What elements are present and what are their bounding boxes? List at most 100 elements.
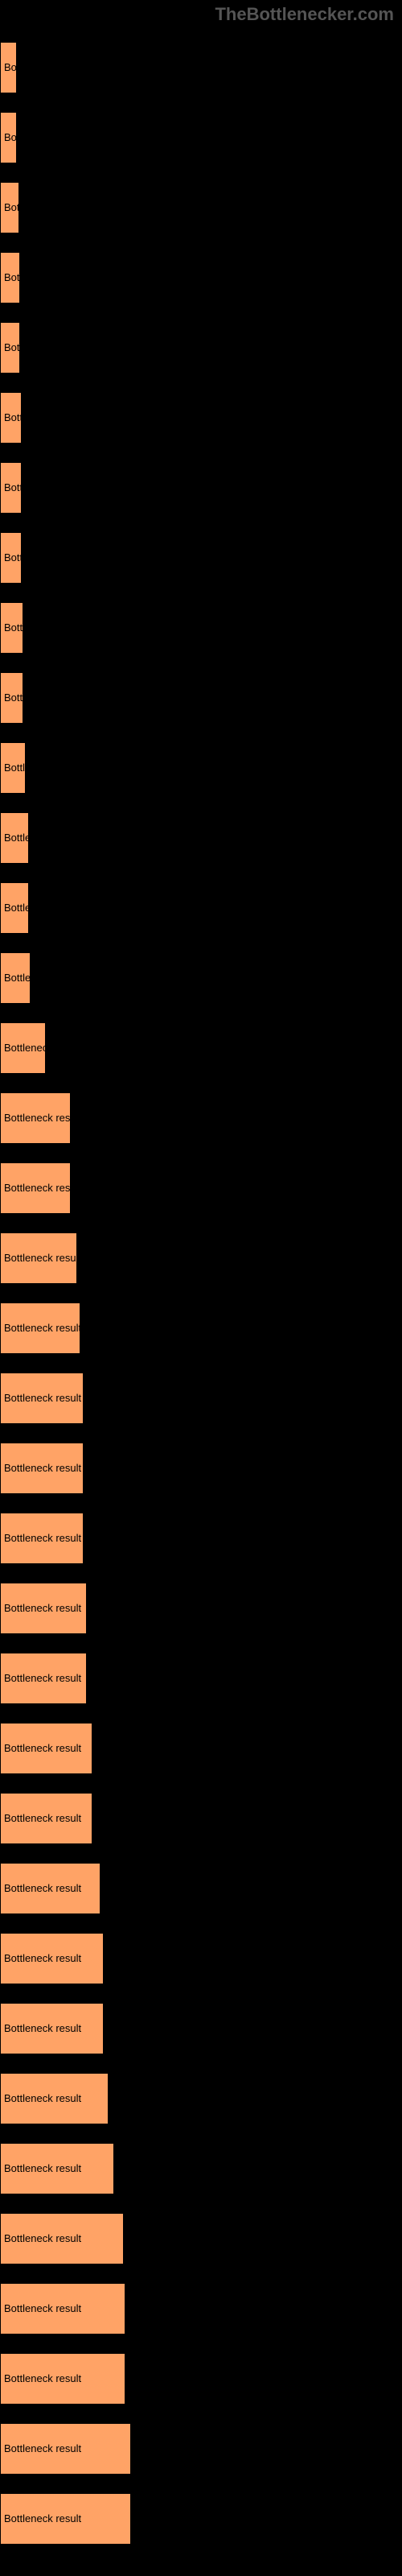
bar: Bottleneck result [0, 112, 17, 163]
bar-label: Bottleneck result [4, 481, 21, 493]
bar-row: Bottleneck result [0, 172, 402, 242]
bar: Bottleneck result [0, 1653, 87, 1704]
bar-row: Bottleneck result [0, 2483, 402, 2553]
bar: Bottleneck result [0, 392, 22, 444]
bar-row: Bottleneck result [0, 1223, 402, 1293]
bar-row: Bottleneck result [0, 1713, 402, 1783]
bar-row: Bottleneck result [0, 2133, 402, 2203]
bar: Bottleneck result [0, 1443, 84, 1494]
bar: Bottleneck result [0, 1513, 84, 1564]
bar-label: Bottleneck result [4, 1392, 81, 1404]
bar-row: Bottleneck result [0, 1783, 402, 1853]
bar-label: Bottleneck result [4, 271, 19, 283]
bar-label: Bottleneck result [4, 2092, 81, 2104]
bar: Bottleneck result [0, 42, 17, 93]
bar-label: Bottleneck result [4, 1252, 76, 1264]
bar-row: Bottleneck result [0, 452, 402, 522]
bar: Bottleneck result [0, 2283, 125, 2334]
bar-row: Bottleneck result [0, 663, 402, 733]
bar-label: Bottleneck result [4, 2512, 81, 2524]
bar: Bottleneck result [0, 1022, 46, 1074]
bar: Bottleneck result [0, 1863, 100, 1914]
bar-label: Bottleneck result [4, 762, 25, 774]
bar: Bottleneck result [0, 1723, 92, 1774]
chart-container: Bottleneck result Bottleneck result Bottle… [0, 0, 402, 2570]
bar: Bottleneck result [0, 2213, 124, 2264]
bar-label: Bottleneck result [4, 1952, 81, 1964]
bar: Bottleneck result [0, 742, 26, 794]
bar-row: Bottleneck result [0, 2203, 402, 2273]
bar: Bottleneck result [0, 182, 19, 233]
bar: Bottleneck result [0, 672, 23, 724]
bar-row: Bottleneck result [0, 1853, 402, 1923]
bar-row: Bottleneck result [0, 1993, 402, 2063]
bar: Bottleneck result [0, 1793, 92, 1844]
bar-label: Bottleneck result [4, 1742, 81, 1754]
bar: Bottleneck result [0, 1583, 87, 1634]
bar-row: Bottleneck result [0, 1923, 402, 1993]
bar-row: Bottleneck result [0, 1293, 402, 1363]
bar: Bottleneck result [0, 1092, 71, 1144]
bar-label: Bottleneck result [4, 1602, 81, 1614]
bar: Bottleneck result [0, 1373, 84, 1424]
bar-row: Bottleneck result [0, 2343, 402, 2413]
bar-label: Bottleneck result [4, 1182, 70, 1194]
bar-row: Bottleneck result [0, 32, 402, 102]
bar-label: Bottleneck result [4, 2372, 81, 2384]
bar-label: Bottleneck result [4, 1882, 81, 1894]
bar-row: Bottleneck result [0, 1153, 402, 1223]
bar-label: Bottleneck result [4, 61, 16, 73]
bar: Bottleneck result [0, 2073, 109, 2124]
bar: Bottleneck result [0, 532, 22, 584]
bar: Bottleneck result [0, 462, 22, 514]
bar-row: Bottleneck result [0, 733, 402, 803]
bar-row: Bottleneck result [0, 242, 402, 312]
bar-row: Bottleneck result [0, 1083, 402, 1153]
bar: Bottleneck result [0, 2493, 131, 2545]
bar-label: Bottleneck result [4, 201, 18, 213]
bar-label: Bottleneck result [4, 2442, 81, 2454]
bar-row: Bottleneck result [0, 2063, 402, 2133]
bar-label: Bottleneck result [4, 1322, 80, 1334]
bar-label: Bottleneck result [4, 1112, 70, 1124]
bar-label: Bottleneck result [4, 2162, 81, 2174]
bar: Bottleneck result [0, 1933, 104, 1984]
bar-row: Bottleneck result [0, 1573, 402, 1643]
bar-label: Bottleneck result [4, 2232, 81, 2244]
bar-row: Bottleneck result [0, 943, 402, 1013]
bar-row: Bottleneck result [0, 1013, 402, 1083]
bar: Bottleneck result [0, 2003, 104, 2054]
bar-row: Bottleneck result [0, 2413, 402, 2483]
bar: Bottleneck result [0, 1302, 80, 1354]
bar-label: Bottleneck result [4, 2022, 81, 2034]
bar-label: Bottleneck result [4, 2302, 81, 2314]
bar-row: Bottleneck result [0, 873, 402, 943]
bar-row: Bottleneck result [0, 102, 402, 172]
bar-row: Bottleneck result [0, 382, 402, 452]
bar-label: Bottleneck result [4, 1042, 45, 1054]
bar-label: Bottleneck result [4, 341, 19, 353]
bar: Bottleneck result [0, 812, 29, 864]
bar-label: Bottleneck result [4, 621, 23, 634]
bar-label: Bottleneck result [4, 1812, 81, 1824]
bar: Bottleneck result [0, 322, 20, 374]
bar-label: Bottleneck result [4, 972, 30, 984]
bar: Bottleneck result [0, 882, 29, 934]
bar: Bottleneck result [0, 2353, 125, 2405]
bar-row: Bottleneck result [0, 1363, 402, 1433]
bar-row: Bottleneck result [0, 312, 402, 382]
bar-label: Bottleneck result [4, 832, 28, 844]
bar-label: Bottleneck result [4, 1672, 81, 1684]
bar-row: Bottleneck result [0, 1643, 402, 1713]
bar-label: Bottleneck result [4, 411, 21, 423]
bar: Bottleneck result [0, 952, 31, 1004]
bar: Bottleneck result [0, 1162, 71, 1214]
bar: Bottleneck result [0, 602, 23, 654]
bar-row: Bottleneck result [0, 2273, 402, 2343]
bar-label: Bottleneck result [4, 551, 21, 564]
bar-row: Bottleneck result [0, 522, 402, 592]
bar-row: Bottleneck result [0, 592, 402, 663]
bar-row: Bottleneck result [0, 1503, 402, 1573]
bar-label: Bottleneck result [4, 691, 23, 704]
bar: Bottleneck result [0, 2423, 131, 2475]
